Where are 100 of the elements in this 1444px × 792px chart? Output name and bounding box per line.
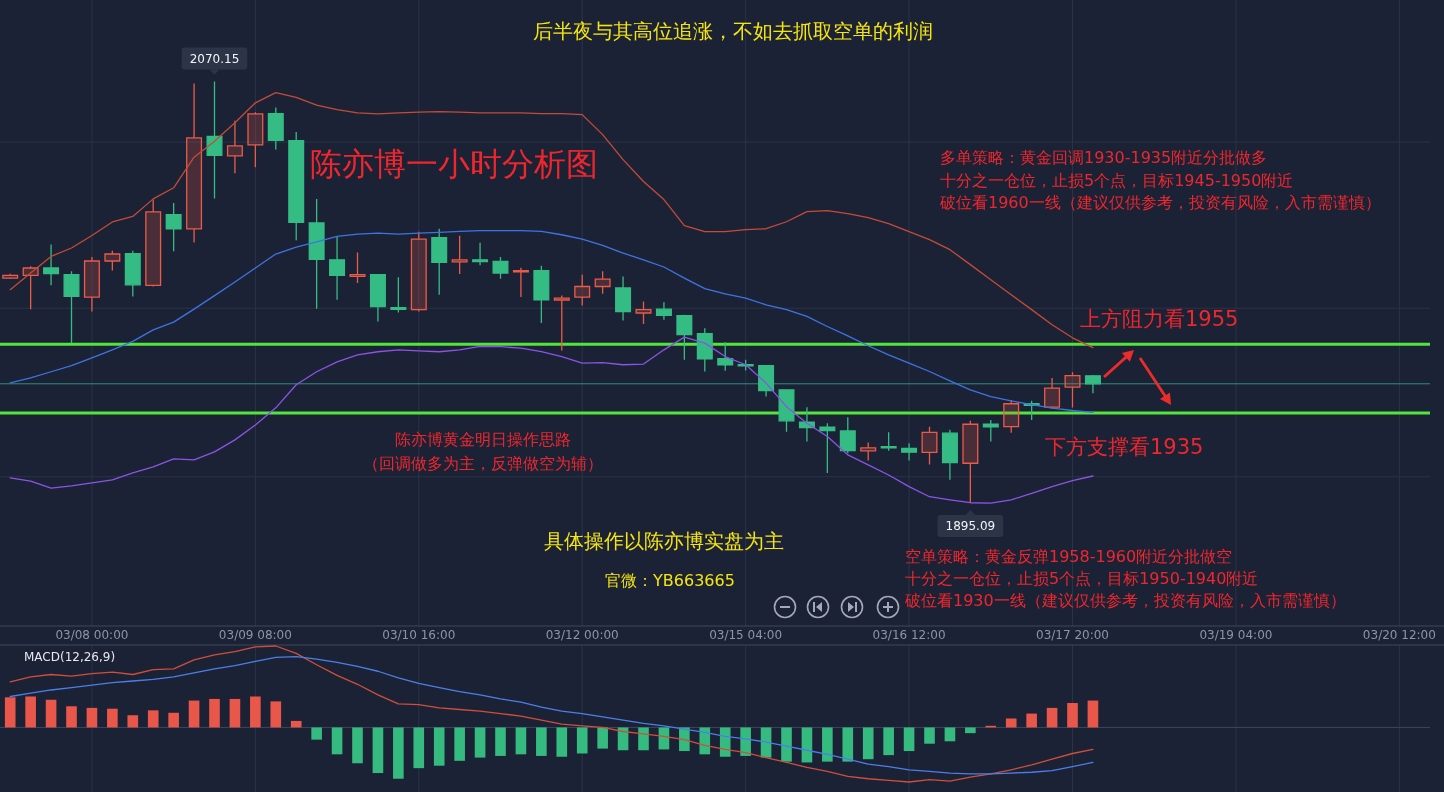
- candlestick: [594, 270, 611, 295]
- candlestick: [574, 274, 591, 307]
- candlestick: [288, 131, 305, 241]
- x-tick-label: 03/10 16:00: [382, 628, 456, 642]
- candlestick: [349, 251, 366, 284]
- bar: [903, 727, 915, 752]
- bar: [781, 727, 792, 762]
- candlestick: [921, 425, 938, 466]
- bar: [4, 697, 16, 728]
- candlestick: [1084, 374, 1101, 394]
- bar: [25, 696, 36, 728]
- bar: [209, 698, 220, 728]
- annotation: 陈亦博黄金明日操作思路: [395, 430, 571, 449]
- candlestick: [83, 256, 100, 313]
- bar: [372, 727, 384, 774]
- candlestick: [104, 249, 121, 272]
- candlestick: [472, 242, 489, 266]
- bar: [495, 727, 506, 756]
- bar: [413, 727, 425, 769]
- bar: [597, 727, 608, 749]
- candlestick: [615, 275, 632, 322]
- bar: [86, 707, 98, 728]
- x-tick-label: 03/12 00:00: [545, 628, 619, 642]
- bar: [433, 727, 445, 766]
- candlestick: [512, 267, 529, 298]
- candlestick: [369, 274, 386, 323]
- annotation: 十分之一仓位，止损5个点，目标1945-1950附近: [940, 170, 1294, 190]
- candlestick: [186, 82, 203, 244]
- bar: [311, 727, 322, 740]
- candlestick: [247, 111, 264, 168]
- annotation: 2070.15: [189, 52, 240, 66]
- candlestick: [226, 119, 243, 174]
- bar: [965, 727, 976, 734]
- bar: [454, 727, 465, 761]
- candlestick: [410, 231, 427, 313]
- annotation: 十分之一仓位，止损5个点，目标1950-1940附近: [905, 569, 1259, 588]
- bar: [801, 727, 813, 763]
- candlestick: [696, 327, 713, 373]
- bar: [515, 727, 527, 755]
- candlestick: [1044, 377, 1061, 410]
- candlestick: [758, 365, 775, 398]
- bar: [127, 715, 139, 728]
- x-tick-label: 03/16 12:00: [872, 628, 946, 642]
- annotation: 破位看1930一线（建议仅供参考，投资有风险，入市需谨慎）: [904, 591, 1346, 610]
- annotation: 多单策略：黄金回调1930-1935附近分批做多: [940, 148, 1268, 167]
- candlestick: [880, 431, 897, 452]
- candlestick: [1003, 399, 1020, 434]
- candlestick: [553, 294, 570, 352]
- bar: [188, 700, 200, 728]
- bar: [719, 727, 731, 757]
- annotation: 上方阻力看1955: [1080, 307, 1239, 331]
- bar: [229, 698, 241, 728]
- bar: [740, 727, 751, 756]
- candlestick: [941, 429, 958, 481]
- bar: [1087, 700, 1099, 728]
- bar: [290, 720, 302, 728]
- bar: [536, 727, 547, 756]
- candlestick: [2, 273, 19, 280]
- candlestick: [533, 265, 550, 324]
- candlestick: [22, 265, 39, 310]
- candlestick: [431, 228, 448, 296]
- candlestick: [206, 80, 223, 200]
- bar: [107, 708, 118, 728]
- bar: [1005, 718, 1017, 728]
- candlestick: [901, 442, 918, 462]
- candlestick: [860, 441, 877, 462]
- x-tick-label: 03/08 00:00: [55, 628, 129, 642]
- x-tick-label: 03/17 20:00: [1036, 628, 1109, 642]
- candlestick: [145, 198, 162, 288]
- bar: [944, 727, 956, 742]
- candlestick: [390, 276, 407, 314]
- bar: [270, 701, 282, 728]
- candlestick: [124, 249, 141, 298]
- bar: [45, 699, 57, 728]
- bar: [1026, 713, 1037, 728]
- candlestick: [819, 422, 836, 474]
- x-tick-label: 03/15 04:00: [709, 628, 783, 642]
- x-tick-label: 03/09 08:00: [218, 628, 292, 642]
- candlestick: [1064, 371, 1081, 409]
- bar: [617, 727, 629, 751]
- candlestick: [329, 235, 346, 301]
- bar: [924, 727, 935, 744]
- bar: [1067, 703, 1078, 728]
- bar: [393, 727, 404, 779]
- candlestick: [635, 300, 652, 325]
- annotation: 空单策略：黄金反弹1958-1960附近分批做空: [905, 547, 1233, 566]
- candlestick: [676, 314, 693, 361]
- bar: [556, 727, 568, 757]
- candlestick: [982, 419, 999, 443]
- bar: [1046, 707, 1058, 728]
- candlestick: [717, 341, 734, 372]
- bar: [168, 712, 179, 728]
- bar: [331, 727, 343, 755]
- candlestick: [839, 416, 856, 454]
- candlestick: [165, 202, 182, 253]
- x-tick-label: 03/19 04:00: [1199, 628, 1273, 642]
- annotation: 官微：YB663665: [605, 571, 735, 590]
- candlestick: [43, 243, 60, 286]
- bar: [352, 727, 363, 764]
- candlestick: [451, 235, 468, 275]
